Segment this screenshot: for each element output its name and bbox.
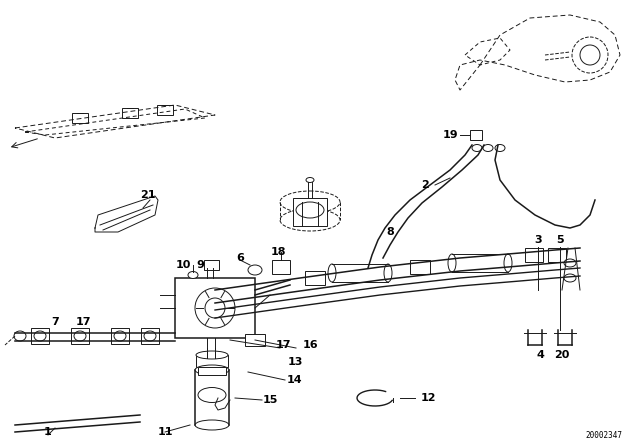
Text: 18: 18: [270, 247, 285, 257]
Text: 12: 12: [420, 393, 436, 403]
Text: 11: 11: [157, 427, 173, 437]
Ellipse shape: [495, 145, 505, 151]
Bar: [71, 328, 89, 344]
Bar: [245, 334, 265, 346]
Bar: [111, 328, 129, 344]
Ellipse shape: [196, 351, 228, 359]
Ellipse shape: [504, 254, 512, 272]
Text: 4: 4: [536, 350, 544, 360]
Text: 13: 13: [287, 357, 303, 367]
Text: 9: 9: [196, 260, 204, 270]
Text: 6: 6: [236, 253, 244, 263]
Ellipse shape: [114, 331, 126, 341]
Text: 8: 8: [386, 227, 394, 237]
Text: 17: 17: [275, 340, 291, 350]
Bar: [31, 328, 49, 344]
Bar: [470, 130, 482, 140]
Bar: [305, 271, 325, 285]
Ellipse shape: [564, 259, 576, 267]
Ellipse shape: [472, 145, 482, 151]
Text: 19: 19: [442, 130, 458, 140]
Ellipse shape: [144, 331, 156, 341]
Bar: [525, 248, 543, 262]
Text: 20: 20: [554, 350, 570, 360]
Ellipse shape: [195, 420, 229, 430]
Ellipse shape: [14, 331, 26, 341]
Ellipse shape: [280, 191, 340, 213]
Text: 7: 7: [51, 317, 59, 327]
Text: 3: 3: [534, 235, 542, 245]
Text: 10: 10: [175, 260, 191, 270]
Bar: [72, 113, 88, 123]
Text: 16: 16: [302, 340, 318, 350]
Text: 21: 21: [140, 190, 156, 200]
Circle shape: [205, 298, 225, 318]
Ellipse shape: [198, 388, 226, 402]
Bar: [157, 105, 173, 115]
Bar: [198, 367, 226, 375]
Circle shape: [195, 288, 235, 328]
Text: 14: 14: [287, 375, 303, 385]
Text: 2: 2: [421, 180, 429, 190]
Ellipse shape: [34, 331, 46, 341]
Ellipse shape: [296, 202, 324, 218]
Bar: [141, 328, 159, 344]
Ellipse shape: [188, 271, 198, 279]
Text: 1: 1: [44, 427, 52, 437]
Bar: [175, 278, 255, 338]
Bar: [196, 355, 228, 367]
Ellipse shape: [448, 254, 456, 272]
Bar: [293, 198, 327, 226]
Text: 17: 17: [76, 317, 91, 327]
Ellipse shape: [306, 177, 314, 182]
Text: 20002347: 20002347: [585, 431, 622, 440]
Ellipse shape: [280, 209, 340, 231]
Ellipse shape: [564, 274, 576, 282]
Ellipse shape: [384, 264, 392, 282]
Ellipse shape: [195, 365, 229, 375]
Bar: [204, 260, 219, 270]
Ellipse shape: [483, 145, 493, 151]
Bar: [272, 260, 290, 274]
Text: 5: 5: [556, 235, 564, 245]
Bar: [410, 260, 430, 274]
Ellipse shape: [328, 264, 336, 282]
Ellipse shape: [74, 331, 86, 341]
Bar: [122, 108, 138, 118]
Bar: [548, 248, 566, 262]
Text: 15: 15: [262, 395, 278, 405]
Ellipse shape: [248, 265, 262, 275]
